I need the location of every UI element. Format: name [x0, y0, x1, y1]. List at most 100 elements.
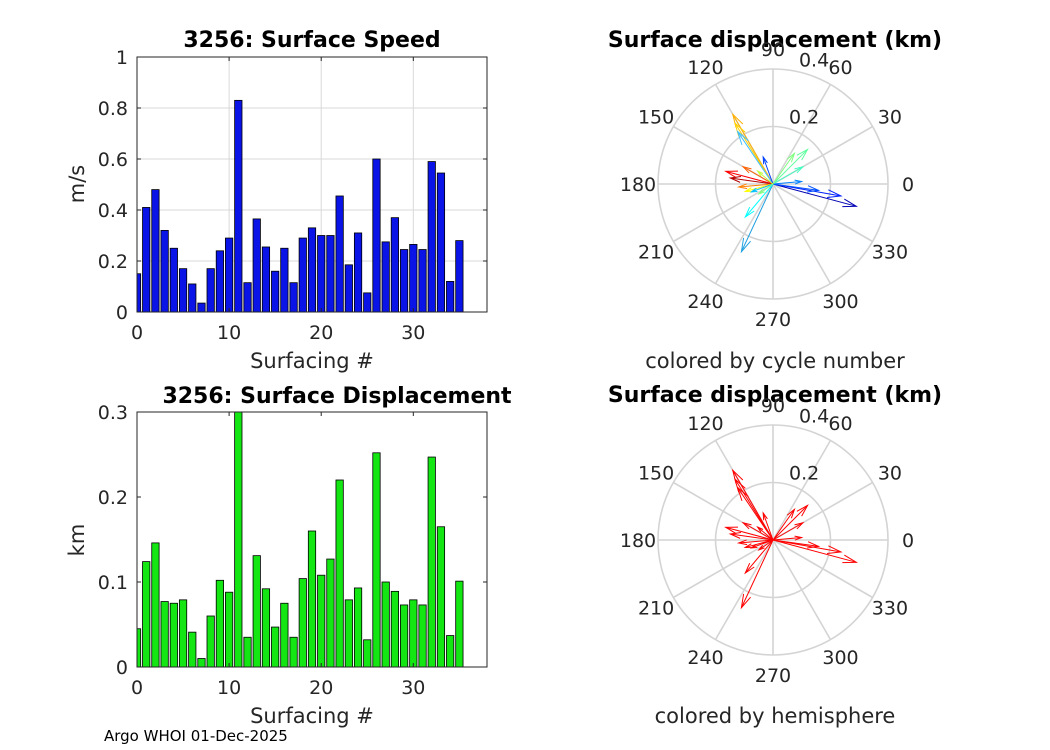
speed-xtick-label: 0 — [131, 322, 143, 344]
displacement-bar — [225, 591, 234, 668]
displacement-bar — [436, 526, 446, 668]
speed-bar — [243, 282, 252, 313]
speed-ytick-label: 0 — [116, 302, 128, 324]
polar-hemisphere-arrow — [741, 521, 774, 541]
speed-bar — [409, 244, 418, 313]
displacement-bar — [326, 558, 335, 668]
polar-hemisphere-angle-label: 210 — [638, 598, 674, 620]
polar-cycle-arrow — [772, 148, 809, 185]
polar-cycle-angle-label: 330 — [872, 242, 908, 264]
displacement-bar — [427, 456, 436, 668]
speed-chart-title: 3256: Surface Speed — [183, 28, 440, 53]
polar-hemisphere-arrow — [772, 521, 805, 541]
displacement-bar — [298, 578, 307, 668]
speed-bar — [252, 218, 261, 313]
speed-bar — [289, 282, 298, 313]
speed-bar — [261, 246, 271, 313]
displacement-bar — [151, 542, 160, 668]
polar-cycle-angle-label: 90 — [761, 39, 785, 61]
polar-hemisphere-arrow — [772, 507, 796, 541]
speed-x-axis-label: Surfacing # — [250, 349, 374, 373]
polar-hemisphere-arrow — [756, 525, 774, 541]
speed-bar — [215, 250, 224, 313]
polar-cycle-angle-label: 30 — [878, 107, 902, 129]
displacement-bar — [455, 580, 464, 668]
polar-hemisphere-angle-label: 240 — [687, 647, 723, 669]
speed-bar — [271, 270, 280, 313]
displacement-bar — [215, 579, 224, 668]
displacement-bar — [261, 588, 271, 668]
speed-bar — [363, 292, 372, 313]
speed-bar — [390, 217, 399, 313]
polar-cycle-angle-label: 300 — [822, 291, 858, 313]
displacement-bar — [363, 639, 372, 668]
polar-cycle-arrow — [772, 179, 804, 185]
polar-hemisphere-arrow — [772, 539, 821, 549]
speed-axes-box — [136, 56, 488, 313]
displacement-bar — [344, 599, 353, 668]
polar-hemisphere-spoke — [772, 539, 832, 640]
speed-bar — [455, 240, 464, 313]
displacement-bar — [289, 636, 298, 668]
displacement-bar — [372, 452, 381, 668]
speed-bar — [142, 207, 151, 313]
polar-hemisphere-arrow — [736, 486, 774, 541]
polar-hemisphere-spoke — [772, 539, 873, 599]
displacement-bar — [136, 628, 142, 668]
polar-plot-cycle: Surface displacement (km) colored by cyc… — [608, 28, 942, 373]
speed-bar — [446, 280, 455, 313]
polar-cycle-arrow — [772, 183, 859, 208]
speed-xtick-label: 10 — [217, 322, 241, 344]
displacement-xtick-label: 20 — [309, 677, 333, 699]
polar-cycle-spoke — [772, 183, 832, 284]
displacement-bar — [409, 599, 418, 668]
speed-bar — [234, 99, 243, 313]
polar-hemisphere-arrow — [740, 539, 774, 610]
speed-bar — [418, 249, 427, 313]
polar-hemisphere-angle-label: 60 — [828, 413, 852, 435]
polar-hemisphere-angle-label: 300 — [822, 647, 858, 669]
speed-bar — [298, 237, 307, 313]
displacement-bar — [142, 561, 151, 668]
speed-ytick-label: 0.2 — [98, 251, 128, 273]
polar-hemisphere-angle-label: 150 — [638, 463, 674, 485]
displacement-bar — [280, 602, 289, 668]
displacement-bar — [178, 599, 188, 668]
polar-cycle-arrow — [772, 151, 796, 185]
speed-bar — [136, 273, 142, 313]
displacement-bar — [381, 581, 390, 668]
polar-cycle-spoke — [772, 183, 873, 243]
displacement-bar — [243, 636, 252, 668]
speed-bar — [372, 158, 381, 313]
speed-bar — [427, 161, 436, 313]
displacement-bar — [234, 411, 243, 668]
speed-bar — [326, 235, 335, 313]
displacement-xtick-label: 0 — [131, 677, 143, 699]
polar-cycle-angle-label: 60 — [828, 57, 852, 79]
speed-bar — [188, 283, 197, 313]
displacement-bar — [271, 626, 280, 668]
speed-bar — [151, 189, 160, 313]
polar-cycle-angle-label: 0 — [902, 174, 914, 196]
polar-hemisphere-angle-label: 120 — [687, 413, 723, 435]
polar-cycle-arrow — [762, 155, 774, 185]
polar-hemisphere-angle-label: 30 — [878, 463, 902, 485]
speed-bar — [178, 268, 188, 313]
polar-hemisphere-caption: colored by hemisphere — [655, 704, 896, 728]
displacement-ytick-label: 0.1 — [98, 572, 128, 594]
displacement-bar — [353, 587, 363, 668]
polar-hemisphere-arrow — [728, 532, 774, 541]
polar-hemisphere-spoke — [714, 539, 774, 640]
speed-bar-chart: 3256: Surface Speed Surfacing # m/s 0 10 2… — [65, 28, 488, 373]
polar-hemisphere-arrow — [757, 539, 774, 551]
speed-ytick-label: 1 — [116, 47, 128, 69]
polar-cycle-angle-label: 210 — [638, 242, 674, 264]
polar-hemisphere-arrow — [744, 539, 774, 575]
polar-hemisphere-arrow — [772, 504, 809, 541]
displacement-ytick-label: 0.3 — [98, 402, 128, 424]
polar-cycle-spoke — [772, 84, 832, 185]
speed-bar — [353, 232, 363, 313]
polar-hemisphere-arrow — [736, 539, 774, 546]
displacement-bar — [400, 604, 409, 668]
polar-cycle-arrow — [772, 183, 821, 193]
